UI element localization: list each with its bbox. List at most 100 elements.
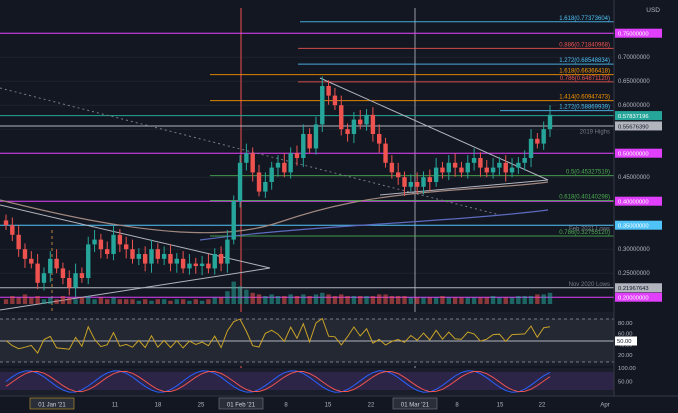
price-tick-label: 0.65000000 xyxy=(618,79,650,85)
volume-bar xyxy=(452,297,458,304)
annotation-label: 2019 Highs xyxy=(580,130,610,136)
price-marker-labels: 0.75000000 0.57837196 0.55676390 0.50000000… xyxy=(615,28,662,302)
volume-bar xyxy=(282,296,287,304)
candle-body xyxy=(395,172,401,178)
candle xyxy=(383,137,388,168)
price-marker-lines xyxy=(0,32,614,298)
price-marker-box xyxy=(615,292,662,302)
candle xyxy=(105,241,110,259)
candle xyxy=(218,246,224,272)
candle xyxy=(256,164,262,197)
candle xyxy=(41,267,47,291)
fib-label: 1.272(0.58869939) xyxy=(559,105,610,111)
candle xyxy=(22,243,28,268)
volume-bars xyxy=(3,281,553,304)
candle-body xyxy=(269,167,274,182)
rsi-current-box xyxy=(615,336,637,346)
time-tick-box xyxy=(218,397,264,410)
time-tick-label: 15 xyxy=(497,403,504,409)
candle xyxy=(149,239,154,273)
candle xyxy=(142,246,148,272)
candle-body xyxy=(212,254,217,269)
candle-body xyxy=(98,239,104,250)
price-marker-label: 0.21967643 xyxy=(618,286,649,292)
candle xyxy=(79,267,85,283)
time-tick-label: 01 Feb '21 xyxy=(227,403,256,409)
price-marker-label: 0.20000000 xyxy=(618,296,649,302)
candle xyxy=(509,158,515,178)
candle-body xyxy=(10,225,15,235)
candle-body xyxy=(231,201,236,240)
time-tick-label: 22 xyxy=(368,403,375,409)
volume-bar xyxy=(528,296,534,304)
volume-bar xyxy=(29,297,34,304)
candle-body xyxy=(446,162,451,173)
candles xyxy=(3,76,553,297)
candle xyxy=(313,116,319,155)
candle-body xyxy=(326,86,331,96)
volume-bar xyxy=(465,297,470,304)
candle-body xyxy=(364,114,369,125)
candle xyxy=(282,153,287,178)
price-marker-label: 0.50000000 xyxy=(618,152,649,158)
volume-bar xyxy=(414,297,420,304)
volume-bar xyxy=(345,296,350,304)
candle-body xyxy=(111,234,116,254)
candle-body xyxy=(377,134,382,144)
volume-bar xyxy=(174,299,179,304)
candle-body xyxy=(22,249,28,259)
candle-body xyxy=(547,114,553,130)
candle xyxy=(3,214,9,230)
triangle-upper-line xyxy=(0,204,271,269)
volume-bar xyxy=(111,297,116,304)
candle xyxy=(395,162,401,185)
candle xyxy=(446,155,451,181)
volume-bar xyxy=(301,294,306,304)
candle xyxy=(389,155,395,179)
volume-bar xyxy=(313,294,319,304)
candle-body xyxy=(193,263,198,266)
volume-bar xyxy=(395,296,401,304)
candle xyxy=(465,155,470,179)
candle-body xyxy=(516,162,521,168)
candle xyxy=(351,111,357,144)
candle xyxy=(244,143,249,171)
rsi-axis-label: 60.00 xyxy=(618,332,633,338)
candle xyxy=(345,123,350,142)
candle xyxy=(35,254,40,290)
candle-body xyxy=(370,114,376,134)
candle-body xyxy=(459,167,464,173)
candle-body xyxy=(142,254,148,264)
candle-body xyxy=(383,143,388,163)
candle xyxy=(231,195,236,245)
volume-bar xyxy=(48,297,53,304)
candle-body xyxy=(237,162,243,202)
candle xyxy=(54,249,59,274)
candle xyxy=(111,225,116,261)
volume-bar xyxy=(199,300,205,304)
volume-bar xyxy=(67,297,72,304)
candle xyxy=(377,124,382,153)
candle-body xyxy=(452,162,458,168)
volume-bar xyxy=(79,297,85,304)
candle-body xyxy=(427,177,433,182)
volume-bar xyxy=(73,299,78,304)
candle-body xyxy=(471,158,477,163)
price-marker-label: 0.55676390 xyxy=(618,124,649,130)
candle-body xyxy=(358,119,363,125)
candle xyxy=(547,105,553,137)
candle xyxy=(503,155,508,182)
candle xyxy=(10,217,15,242)
volume-bar xyxy=(484,297,489,304)
volume-bar xyxy=(250,292,255,304)
candle xyxy=(67,270,72,296)
fib-label: 1.618(0.77373604) xyxy=(559,16,610,22)
price-marker-box xyxy=(615,196,662,206)
volume-bar xyxy=(275,296,281,304)
candle xyxy=(497,157,502,176)
candle-body xyxy=(522,158,527,163)
candle-body xyxy=(41,273,47,283)
candle-body xyxy=(332,95,338,106)
volume-bar xyxy=(535,294,540,304)
